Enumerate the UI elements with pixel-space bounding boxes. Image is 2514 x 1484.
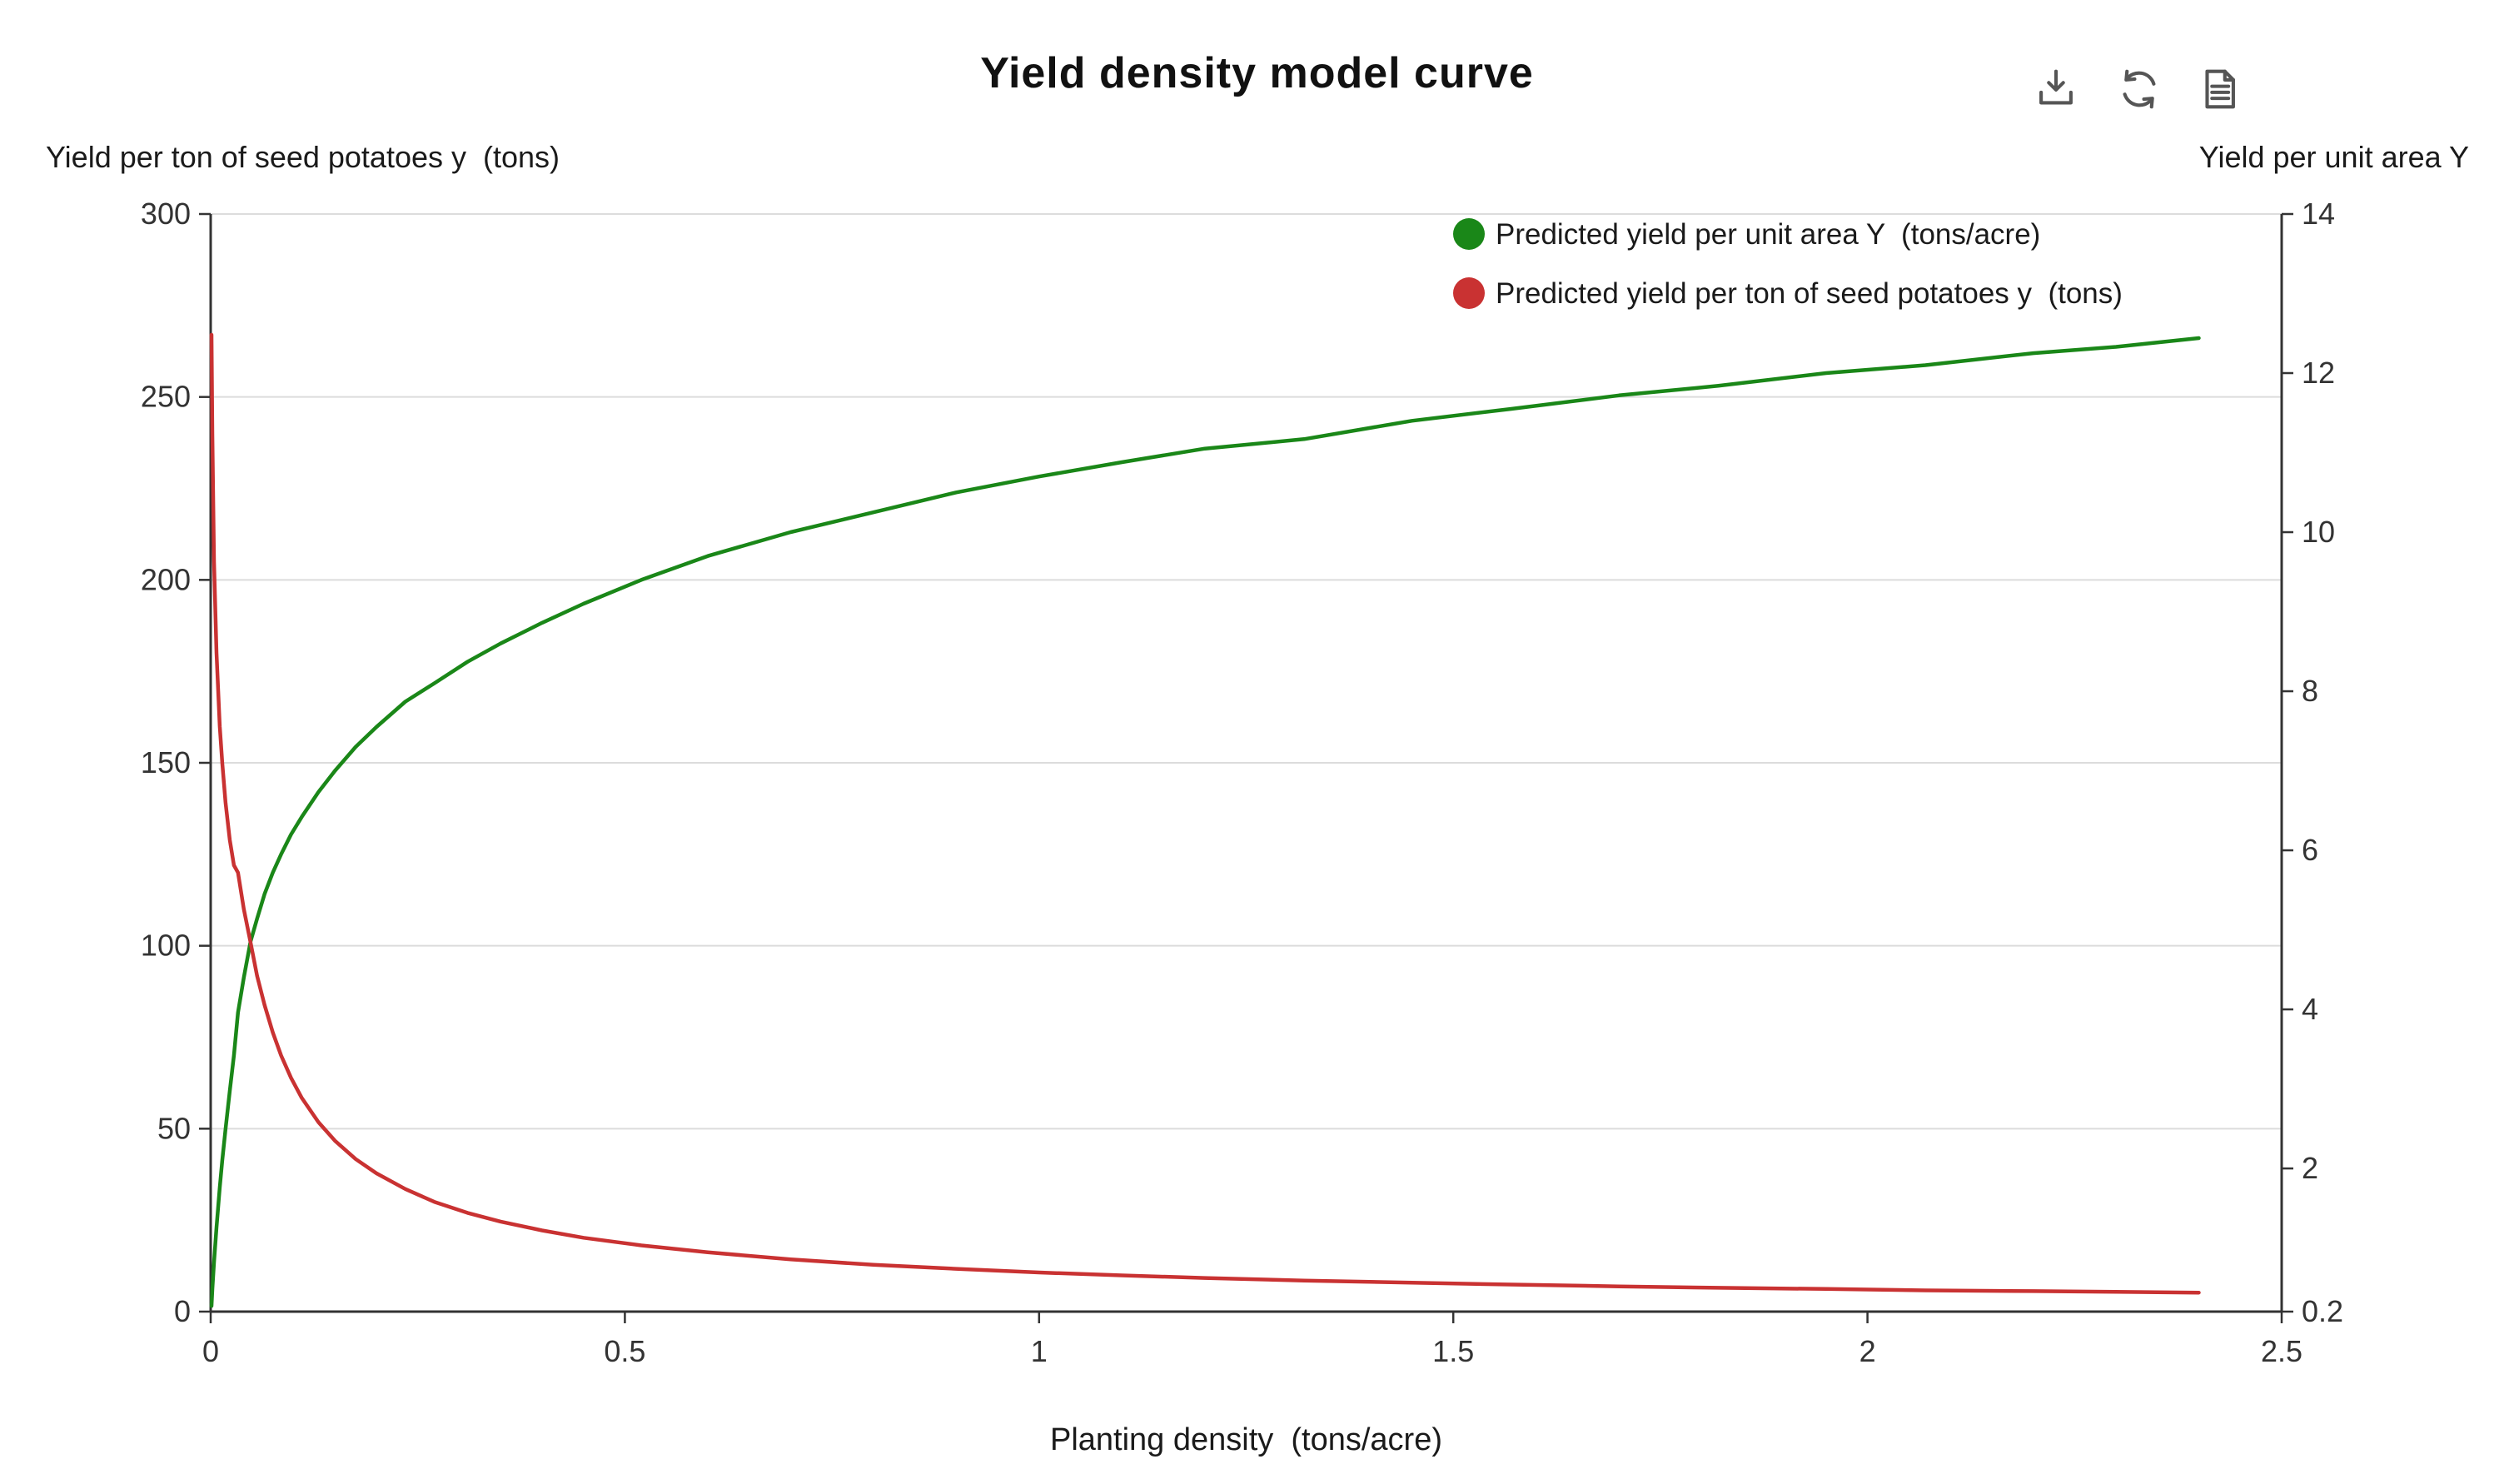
legend-label: Predicted yield per unit area Y (tons/ac…	[1496, 218, 2040, 251]
right-tick-label: 2	[2302, 1151, 2318, 1185]
right-tick-label: 10	[2302, 515, 2335, 549]
chart-title: Yield density model curve	[980, 49, 1534, 97]
x-axis-title: Planting density (tons/acre)	[1049, 1422, 1442, 1457]
legend-item[interactable]: Predicted yield per ton of seed potatoes…	[1453, 277, 2123, 310]
right-tick-label: 8	[2302, 674, 2318, 708]
x-tick-label: 0.5	[604, 1334, 645, 1368]
legend-item[interactable]: Predicted yield per unit area Y (tons/ac…	[1453, 218, 2040, 251]
data-view-button[interactable]	[2195, 65, 2243, 113]
left-tick-label: 300	[141, 197, 191, 231]
left-tick-label: 0	[174, 1294, 191, 1328]
save-image-button[interactable]	[2032, 65, 2080, 113]
left-tick-label: 50	[157, 1111, 191, 1145]
x-tick-label: 0	[202, 1334, 219, 1368]
right-tick-label: 0.2	[2302, 1294, 2343, 1328]
series-line-green	[209, 336, 2201, 1308]
right-tick-label: 4	[2302, 992, 2318, 1026]
left-tick-label: 250	[141, 380, 191, 414]
refresh-button[interactable]	[2115, 65, 2163, 113]
right-axis-title: Yield per unit area Y	[2198, 140, 2469, 174]
x-tick-label: 2	[1859, 1334, 1876, 1368]
left-tick-label: 200	[141, 562, 191, 596]
x-tick-label: 1	[1031, 1334, 1048, 1368]
data-view-icon	[2205, 69, 2235, 109]
legend-label: Predicted yield per ton of seed potatoes…	[1496, 277, 2123, 310]
left-axis-title: Yield per ton of seed potatoes y (tons)	[46, 140, 560, 174]
x-tick-label: 1.5	[1432, 1334, 1474, 1368]
refresh-icon	[2123, 69, 2156, 109]
right-tick-label: 14	[2302, 197, 2335, 231]
download-icon	[2039, 69, 2073, 105]
x-tick-label: 2.5	[2261, 1334, 2302, 1368]
right-tick-label: 6	[2302, 833, 2318, 867]
left-tick-label: 100	[141, 929, 191, 963]
left-tick-label: 150	[141, 745, 191, 779]
legend-swatch	[1453, 218, 1485, 250]
toolbar	[2032, 65, 2282, 118]
legend-swatch	[1453, 277, 1485, 309]
series-line-red	[209, 332, 2201, 1295]
right-tick-label: 12	[2302, 356, 2335, 390]
